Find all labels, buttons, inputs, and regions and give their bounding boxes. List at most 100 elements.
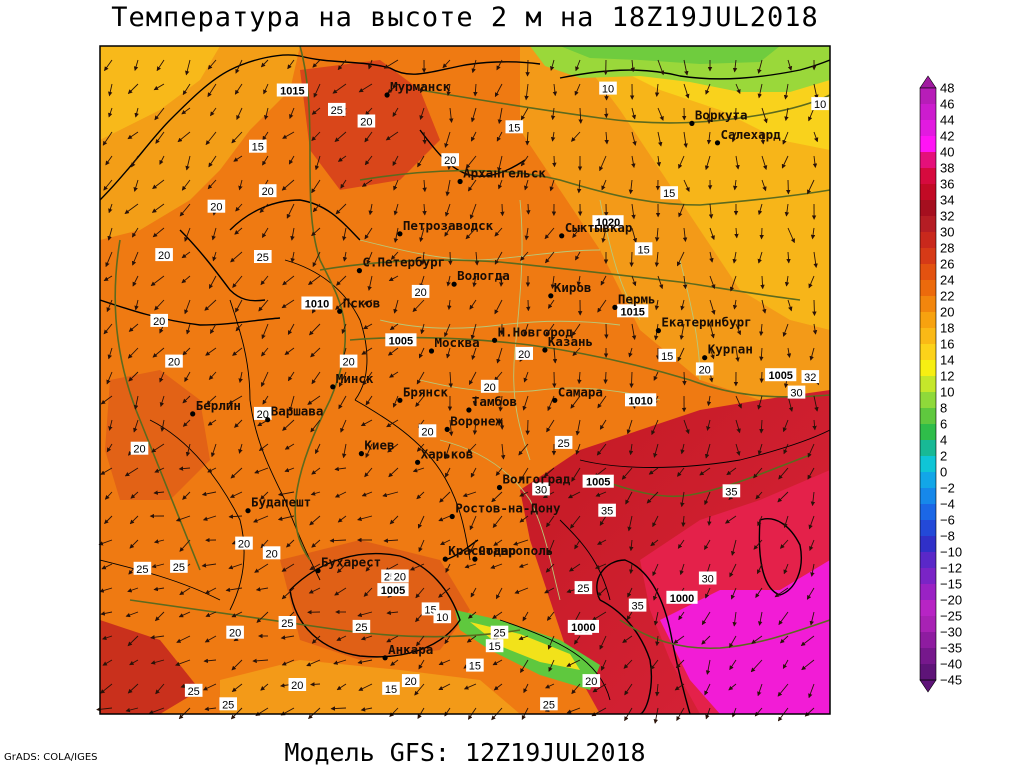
city-marker[interactable]: [552, 397, 558, 403]
legend-swatch: [920, 536, 936, 553]
city-marker[interactable]: [356, 268, 362, 274]
wind-arrow: [654, 83, 660, 97]
wind-arrow: [284, 347, 295, 356]
wind-arrow: [601, 179, 607, 191]
city-marker[interactable]: [315, 568, 321, 574]
city-marker[interactable]: [451, 281, 457, 287]
wind-arrow: [185, 155, 191, 171]
wind-arrow: [729, 275, 737, 292]
wind-arrow: [492, 611, 503, 619]
wind-arrow: [228, 395, 243, 405]
city-marker[interactable]: [559, 233, 565, 239]
wind-arrow: [357, 611, 373, 617]
wind-arrow: [258, 443, 269, 451]
wind-arrow: [150, 659, 165, 665]
isotherm-label: 25: [281, 618, 293, 630]
city-marker[interactable]: [442, 556, 448, 562]
wind-arrow: [284, 467, 295, 473]
city-label: Тамбов: [472, 394, 517, 409]
city-marker[interactable]: [428, 348, 435, 354]
city-marker[interactable]: [612, 304, 618, 310]
wind-arrow: [234, 419, 243, 428]
city-marker[interactable]: [397, 397, 403, 403]
wind-arrow: [599, 515, 607, 526]
city-marker[interactable]: [382, 655, 388, 661]
wind-arrow: [310, 682, 321, 687]
wind-arrow: [390, 251, 399, 260]
wind-arrow: [124, 467, 139, 477]
wind-arrow: [230, 467, 243, 479]
city-marker[interactable]: [330, 384, 336, 390]
legend-outline: [919, 87, 937, 681]
city-marker[interactable]: [492, 337, 498, 343]
wind-arrow: [545, 563, 555, 573]
city-marker[interactable]: [472, 556, 478, 562]
isotherm-label: 15: [663, 188, 675, 200]
city-marker[interactable]: [702, 355, 708, 361]
wind-arrow: [263, 83, 269, 95]
wind-arrow: [311, 539, 321, 548]
wind-arrow: [311, 467, 321, 475]
city-marker[interactable]: [496, 484, 503, 491]
wind-arrow: [133, 395, 139, 410]
wind-arrow: [472, 419, 478, 435]
isobar-label: 1005: [389, 335, 413, 347]
wind-arrow: [753, 467, 763, 479]
legend-tick-label: 22: [940, 289, 954, 304]
wind-arrow: [571, 683, 581, 695]
wind-arrow: [808, 275, 815, 289]
wind-arrow: [576, 275, 582, 287]
isotherm-label-box: [254, 250, 272, 263]
city-marker[interactable]: [655, 328, 662, 334]
wind-arrow: [179, 587, 191, 596]
legend-tick-label: −40: [940, 657, 962, 672]
city-marker[interactable]: [444, 426, 450, 432]
wind-arrow: [574, 83, 581, 96]
city-marker[interactable]: [384, 92, 390, 98]
city-marker[interactable]: [714, 140, 721, 146]
wind-arrow: [282, 131, 295, 139]
wind-arrow: [576, 179, 582, 194]
legend-tick-label: 42: [940, 129, 954, 144]
wind-arrow: [735, 347, 740, 362]
wind-arrow: [577, 371, 582, 385]
city-marker[interactable]: [548, 293, 554, 299]
wind-arrow: [732, 179, 738, 191]
wind-arrow: [628, 179, 634, 195]
wind-arrow: [496, 587, 503, 600]
city-marker[interactable]: [265, 417, 271, 423]
city-marker[interactable]: [245, 508, 251, 514]
wind-arrow: [653, 443, 659, 458]
wind-arrow: [469, 515, 477, 531]
wind-arrow: [357, 659, 373, 665]
city-marker[interactable]: [337, 308, 343, 314]
isotherm-label: 20: [421, 426, 433, 438]
city-marker[interactable]: [542, 347, 548, 353]
city-label: Будапешт: [251, 495, 311, 510]
city-marker[interactable]: [449, 513, 455, 520]
isotherm-label-box: [170, 559, 188, 573]
wind-arrow: [492, 515, 503, 528]
city-marker[interactable]: [457, 178, 463, 185]
city-marker[interactable]: [397, 231, 403, 237]
wind-arrow: [465, 227, 477, 240]
wind-arrow: [416, 491, 425, 500]
wind-arrow: [364, 131, 373, 143]
wind-arrow: [106, 371, 113, 385]
wind-arrow: [313, 83, 321, 98]
city-marker[interactable]: [466, 407, 472, 413]
wind-arrow: [389, 371, 399, 378]
wind-arrow: [100, 611, 113, 616]
wind-arrow: [124, 203, 139, 214]
city-marker[interactable]: [689, 120, 695, 126]
city-label: Ростов-на-Дону: [455, 501, 561, 516]
wind-arrow: [361, 179, 373, 187]
wind-arrow: [544, 227, 555, 240]
wind-arrow: [731, 131, 737, 143]
city-marker[interactable]: [358, 451, 364, 457]
city-marker[interactable]: [190, 411, 196, 417]
wind-arrow: [286, 539, 295, 548]
wind-arrow: [808, 515, 815, 530]
city-marker[interactable]: [415, 459, 421, 465]
